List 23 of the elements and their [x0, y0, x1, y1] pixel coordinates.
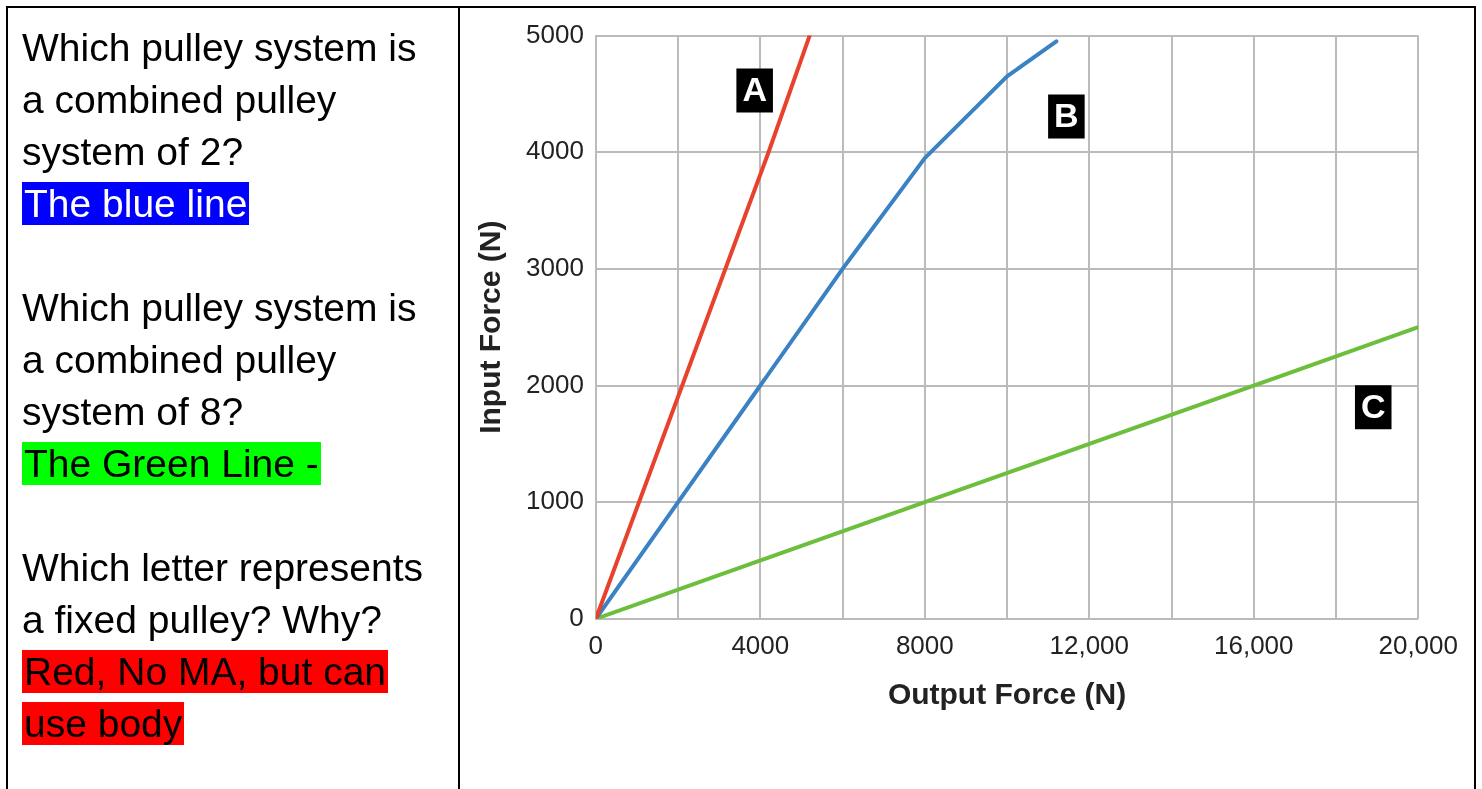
y-tick-label: 0 — [569, 601, 584, 632]
text: Red, No MA, but can use body — [22, 650, 389, 745]
x-tick-label: 12,000 — [1049, 629, 1130, 660]
annotation: B — [1054, 95, 1079, 134]
y-tick-label: 2000 — [526, 368, 584, 399]
y-tick-label: 5000 — [526, 18, 584, 49]
y-tick-label: 1000 — [526, 485, 584, 516]
x-tick-label: 0 — [588, 629, 604, 660]
x-tick-label: 4000 — [731, 629, 790, 660]
annotation: A — [742, 69, 767, 108]
x-tick-label: 16,000 — [1213, 629, 1294, 660]
y-tick-label: 3000 — [526, 252, 584, 283]
annotation: C — [1360, 386, 1386, 425]
x-tick-label: 8000 — [895, 629, 954, 660]
text: Which pulley system is a combined pulley system of 8? — [22, 285, 418, 435]
text: The blue line — [22, 182, 250, 225]
y-tick-label: 4000 — [526, 135, 584, 166]
text: Which pulley system is a combined pulley system of 2? — [22, 25, 418, 175]
x-tick-label: 20,000 — [1378, 629, 1458, 660]
y-axis-title: Input Force (N) — [473, 220, 507, 434]
text: The Green Line - — [22, 442, 321, 485]
text: Which letter represents a fixed pulley? Why? — [22, 545, 424, 643]
x-axis-title: Output Force (N) — [887, 677, 1127, 711]
